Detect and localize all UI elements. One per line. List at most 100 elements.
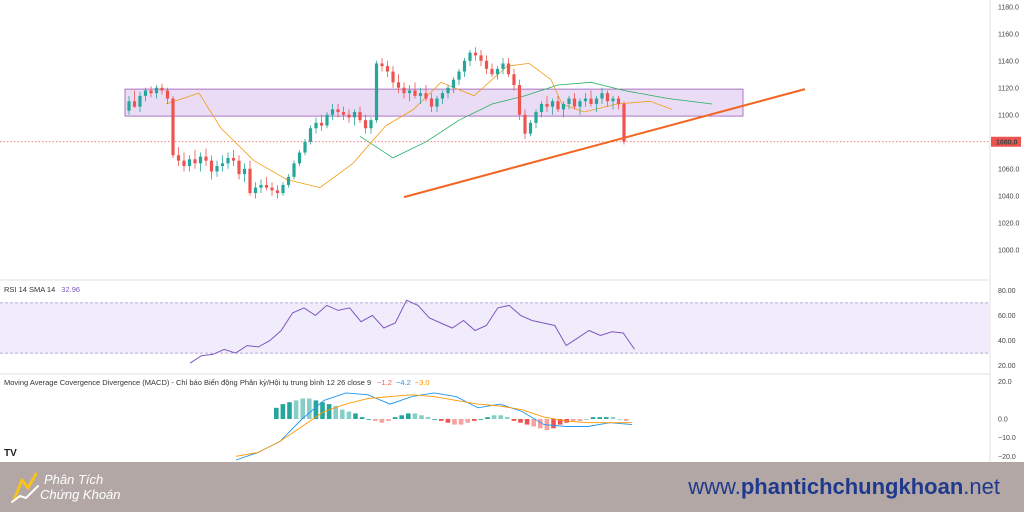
candle-body[interactable] bbox=[407, 90, 412, 94]
candle-body[interactable] bbox=[468, 52, 472, 61]
candle-body[interactable] bbox=[336, 109, 340, 113]
candle-body[interactable] bbox=[215, 166, 219, 172]
candle-body[interactable] bbox=[242, 168, 247, 175]
candle-body[interactable] bbox=[600, 93, 604, 99]
candle-body[interactable] bbox=[495, 68, 500, 75]
candle-body[interactable] bbox=[330, 109, 335, 115]
candle-body[interactable] bbox=[473, 52, 478, 56]
candle-body[interactable] bbox=[182, 160, 186, 167]
candle-body[interactable] bbox=[605, 93, 610, 102]
candle-body[interactable] bbox=[374, 63, 379, 121]
candle-body[interactable] bbox=[237, 160, 241, 175]
candle-body[interactable] bbox=[226, 157, 230, 164]
candle-body[interactable] bbox=[457, 71, 461, 80]
candle-body[interactable] bbox=[132, 101, 137, 107]
candle-body[interactable] bbox=[512, 74, 516, 86]
candle-body[interactable] bbox=[319, 122, 324, 126]
candle-body[interactable] bbox=[380, 63, 384, 67]
candle-body[interactable] bbox=[561, 103, 566, 110]
candle-body[interactable] bbox=[578, 101, 582, 107]
candle-body[interactable] bbox=[198, 156, 203, 164]
candle-body[interactable] bbox=[528, 122, 533, 134]
candle-body[interactable] bbox=[435, 98, 439, 107]
candle-body[interactable] bbox=[440, 93, 445, 99]
candle-body[interactable] bbox=[539, 103, 544, 113]
candle-body[interactable] bbox=[501, 63, 505, 69]
candle-body[interactable] bbox=[270, 187, 274, 191]
candle-body[interactable] bbox=[484, 60, 489, 69]
candle-body[interactable] bbox=[220, 163, 225, 167]
candle-body[interactable] bbox=[187, 159, 192, 167]
candle-body[interactable] bbox=[396, 82, 401, 88]
candle-body[interactable] bbox=[506, 63, 511, 75]
candle-body[interactable] bbox=[556, 101, 560, 110]
candle-body[interactable] bbox=[567, 98, 571, 104]
candle-body[interactable] bbox=[490, 68, 494, 75]
candle-body[interactable] bbox=[517, 85, 522, 115]
chart-area[interactable]: 1180.0 1160.0 1140.0 1120.0 1100.0 1080.0 1060… bbox=[0, 0, 1024, 462]
candle-body[interactable] bbox=[369, 120, 373, 129]
candle-body[interactable] bbox=[160, 87, 164, 91]
candle-body[interactable] bbox=[176, 155, 181, 161]
candle-body[interactable] bbox=[143, 90, 148, 96]
candle-body[interactable] bbox=[127, 101, 131, 111]
candle-body[interactable] bbox=[149, 90, 153, 94]
candle-body[interactable] bbox=[204, 156, 208, 161]
candle-body[interactable] bbox=[413, 90, 417, 96]
candle-body[interactable] bbox=[314, 122, 318, 129]
macd-panel[interactable]: 20.0 0.0 −10.0 −20.0 bbox=[235, 379, 1016, 461]
support-trendline[interactable] bbox=[403, 88, 806, 199]
candle-body[interactable] bbox=[154, 87, 159, 94]
candle-body[interactable] bbox=[446, 87, 450, 94]
rsi-panel[interactable]: 80.00 60.00 40.00 20.00 bbox=[0, 288, 1016, 370]
candle-body[interactable] bbox=[451, 79, 456, 88]
candle-body[interactable] bbox=[325, 114, 329, 126]
candle-body[interactable] bbox=[193, 159, 197, 164]
candle-body[interactable] bbox=[248, 168, 252, 194]
candle-body[interactable] bbox=[286, 176, 291, 185]
candle-body[interactable] bbox=[292, 163, 296, 177]
candle-body[interactable] bbox=[418, 93, 423, 96]
candle-body[interactable] bbox=[550, 101, 555, 107]
candle-body[interactable] bbox=[165, 90, 170, 99]
macd-hist-bar bbox=[425, 417, 431, 419]
candle-body[interactable] bbox=[363, 120, 368, 129]
candle-body[interactable] bbox=[616, 98, 621, 104]
candle-body[interactable] bbox=[402, 87, 406, 94]
candle-body[interactable] bbox=[341, 112, 346, 115]
candle-body[interactable] bbox=[231, 157, 236, 161]
candle-body[interactable] bbox=[424, 93, 428, 99]
resistance-zone[interactable] bbox=[124, 88, 744, 117]
candle-body[interactable] bbox=[259, 184, 263, 188]
candle-body[interactable] bbox=[462, 60, 467, 72]
candle-body[interactable] bbox=[385, 66, 390, 72]
candle-body[interactable] bbox=[352, 112, 357, 118]
candle-body[interactable] bbox=[391, 71, 395, 83]
candle-body[interactable] bbox=[138, 95, 142, 107]
candle-body[interactable] bbox=[622, 103, 626, 142]
candle-body[interactable] bbox=[253, 187, 258, 194]
candle-body[interactable] bbox=[281, 184, 285, 194]
candle-body[interactable] bbox=[171, 98, 175, 156]
website-url[interactable]: www.phantichchungkhoan.net bbox=[688, 474, 1000, 500]
candle-body[interactable] bbox=[209, 160, 214, 172]
candle-body[interactable] bbox=[429, 98, 434, 107]
candle-body[interactable] bbox=[479, 55, 483, 61]
price-panel[interactable] bbox=[0, 47, 990, 199]
candle-body[interactable] bbox=[275, 190, 280, 194]
candle-body[interactable] bbox=[523, 114, 527, 134]
candle-body[interactable] bbox=[297, 152, 302, 164]
candle-body[interactable] bbox=[534, 112, 538, 123]
candle-body[interactable] bbox=[264, 184, 269, 188]
candle-body[interactable] bbox=[545, 103, 549, 107]
candle-body[interactable] bbox=[589, 98, 593, 104]
candle-body[interactable] bbox=[594, 98, 599, 104]
candle-body[interactable] bbox=[303, 141, 307, 153]
brand-logo[interactable]: Phân Tích Chứng Khoán bbox=[10, 470, 140, 506]
candle-body[interactable] bbox=[611, 98, 615, 102]
candle-body[interactable] bbox=[347, 114, 351, 118]
candle-body[interactable] bbox=[572, 98, 577, 107]
candle-body[interactable] bbox=[583, 98, 588, 102]
candle-body[interactable] bbox=[308, 128, 313, 142]
candle-body[interactable] bbox=[358, 112, 362, 121]
